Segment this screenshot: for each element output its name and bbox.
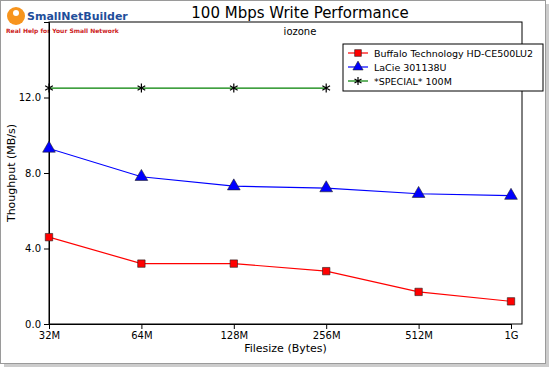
chart: SmallNetBuilder Real Help for Your Small … [0,0,550,368]
y-tick-mark [44,249,49,250]
y-axis-title: Thoughput (MB/s) [5,124,18,223]
x-tick-mark [234,324,235,329]
point [415,288,422,295]
legend-marker [353,61,363,70]
y-tick-mark [44,173,49,174]
logo-tagline: Real Help for Your Small Network [6,27,120,35]
y-tick: 4.0 [25,243,49,254]
y-tick: 8.0 [25,168,49,179]
point [412,186,425,197]
series-line [49,87,326,88]
x-tick-mark [419,324,420,329]
point [43,141,56,152]
x-tick: 512M [405,324,433,341]
logo-icon [7,7,25,25]
x-axis-title: Filesize (Bytes) [244,342,327,355]
point [138,84,146,93]
point [320,181,333,192]
point [138,260,145,267]
x-tick-label: 32M [39,330,60,341]
legend-label: Buffalo Technology HD-CE500LU2 [374,48,533,59]
logo-icon-eye [13,10,19,16]
lines [49,88,511,301]
x-tick: 64M [131,324,152,341]
legend-box [343,44,543,91]
point [230,260,237,267]
subtitle: iozone [284,26,317,37]
point [135,169,148,180]
x-tick-mark [49,324,50,329]
series-line [49,237,511,301]
x-tick-mark [511,324,512,329]
point [322,84,330,93]
x-axis-line [50,325,512,330]
y-tick-label: 4.0 [25,243,41,254]
point [45,84,53,93]
x-axis: 32M 64M 128M 256M 512M 1G [39,324,519,341]
x-tick-label: 1G [504,330,518,341]
y-tick-mark [44,324,49,325]
x-tick: 256M [313,324,341,341]
x-tick-mark [141,324,142,329]
legend: Buffalo Technology HD-CE500LU2 LaCie 3011… [343,44,543,91]
y-tick: 12.0 [19,92,49,103]
logo: SmallNetBuilder Real Help for Your Small … [6,7,128,35]
y-axis-line [44,23,50,325]
y-tick-label: 0.0 [25,319,41,330]
point [45,233,52,240]
legend-label: LaCie 301138U [374,62,447,73]
legend-label: *SPECIAL* 100M [374,76,452,87]
point [322,267,329,274]
x-tick: 1G [504,324,518,341]
title: 100 Mbps Write Performance [191,4,408,22]
series-line [49,148,511,195]
x-tick: 128M [220,324,248,341]
legend-marker [355,77,362,85]
y-tick: 0.0 [25,319,49,330]
y-tick-mark [44,98,49,99]
y-tick-label: 8.0 [25,168,41,179]
point [507,298,514,305]
page-shadow [4,4,548,366]
logo-name: SmallNetBuilder [27,10,128,23]
x-tick-label: 128M [220,330,248,341]
point [230,84,238,93]
y-axis: 0.0 4.0 8.0 12.0 [19,23,50,330]
x-tick-label: 256M [313,330,341,341]
legend-marker [355,50,362,57]
x-tick-label: 512M [405,330,433,341]
point [505,188,518,199]
x-tick-label: 64M [131,330,152,341]
y-tick-label: 12.0 [19,92,41,103]
point [227,179,240,190]
page-frame [1,1,546,364]
x-tick-mark [326,324,327,329]
markers [43,84,518,305]
x-tick: 32M [39,324,60,341]
